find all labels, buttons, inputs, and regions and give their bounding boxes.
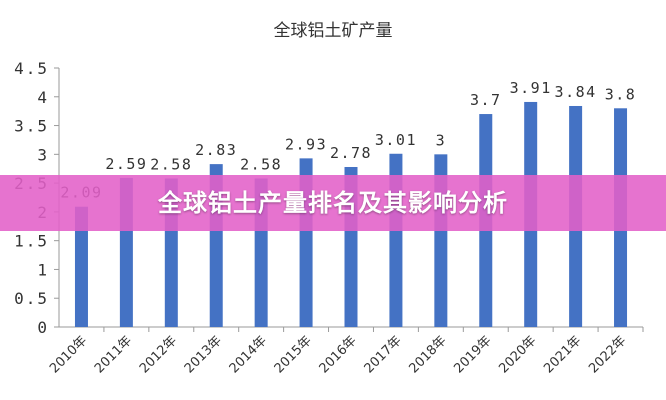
x-tick-label: 2020年 bbox=[496, 333, 539, 376]
data-label: 2.59 bbox=[105, 155, 147, 173]
x-tick-label: 2014年 bbox=[227, 333, 270, 376]
x-tick-label: 2017年 bbox=[362, 333, 405, 376]
x-axis-ticks: 2010年 2011年 2012年 2013年 2014年 2015年 2016年 2017年… bbox=[47, 327, 644, 376]
chart-title: 全球铝土矿产量 bbox=[274, 21, 393, 41]
y-tick-label: 4.5 bbox=[14, 59, 49, 78]
x-tick-label: 2010年 bbox=[47, 333, 90, 376]
x-tick-label: 2021年 bbox=[541, 333, 584, 376]
x-tick-label: 2016年 bbox=[317, 333, 360, 376]
data-label: 3.8 bbox=[605, 85, 637, 103]
data-label: 2.83 bbox=[195, 141, 237, 159]
x-tick-label: 2012年 bbox=[137, 333, 180, 376]
y-tick-label: 3.5 bbox=[14, 117, 49, 136]
x-tick-label: 2022年 bbox=[586, 333, 629, 376]
y-tick-label: 3 bbox=[37, 145, 49, 164]
x-tick-label: 2015年 bbox=[272, 333, 315, 376]
x-tick-label: 2018年 bbox=[406, 333, 449, 376]
data-label: 2.58 bbox=[240, 156, 282, 174]
x-tick-label: 2011年 bbox=[92, 333, 135, 376]
banner-title: 全球铝土产量排名及其影响分析 bbox=[158, 189, 508, 217]
data-label: 3.84 bbox=[555, 83, 597, 101]
data-label: 3.7 bbox=[470, 91, 502, 109]
data-label: 2.58 bbox=[150, 156, 192, 174]
title-banner bbox=[0, 175, 666, 231]
data-label: 3 bbox=[436, 131, 447, 149]
y-tick-label: 1 bbox=[37, 260, 49, 279]
data-label: 2.93 bbox=[285, 135, 327, 153]
y-tick-label: 4 bbox=[37, 88, 49, 107]
data-label: 2.78 bbox=[330, 144, 372, 162]
x-tick-label: 2019年 bbox=[451, 333, 494, 376]
bar bbox=[74, 206, 88, 327]
data-label: 3.01 bbox=[375, 131, 417, 149]
y-tick-label: 1.5 bbox=[14, 232, 49, 251]
y-tick-label: 0 bbox=[37, 318, 49, 337]
y-tick-label: 0.5 bbox=[14, 289, 49, 308]
data-label: 3.91 bbox=[510, 79, 552, 97]
x-tick-label: 2013年 bbox=[182, 333, 225, 376]
